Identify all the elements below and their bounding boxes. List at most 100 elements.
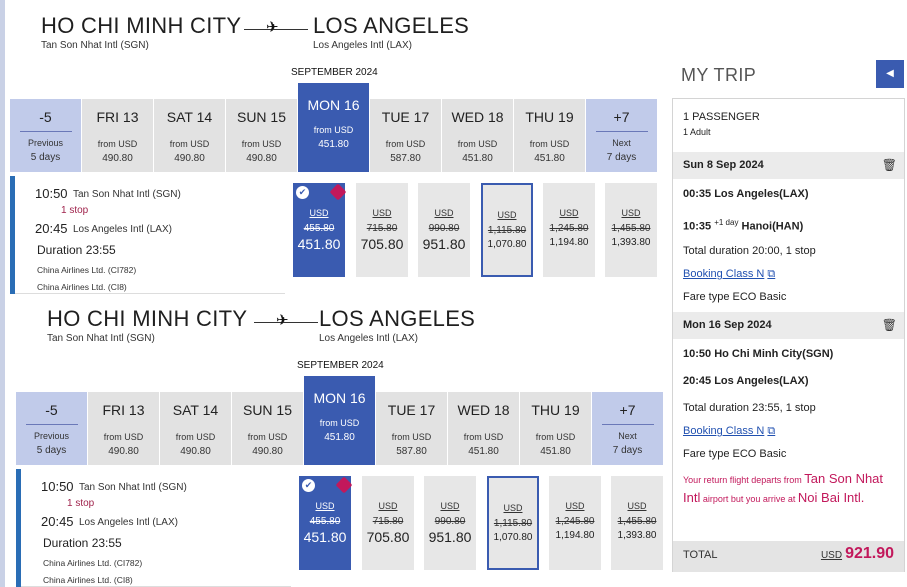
- fare-price: 451.80: [297, 236, 341, 252]
- date-tab-sat-14[interactable]: SAT 14 from USD 490.80: [154, 99, 226, 172]
- date-tab-sat-14[interactable]: SAT 14 from USD 490.80: [160, 392, 232, 465]
- fare-old-price: 1,115.80: [487, 225, 527, 236]
- date-price: 490.80: [102, 153, 133, 164]
- date-price: 587.80: [396, 446, 427, 457]
- date-tab-sun-15[interactable]: SUN 15 from USD 490.80: [226, 99, 298, 172]
- departure-time: 10:50: [41, 479, 74, 494]
- previous-days-button[interactable]: -5 Previous 5 days: [16, 392, 88, 465]
- from-label: from USD: [529, 139, 570, 149]
- date-tab-wed-18[interactable]: WED 18 from USD 451.80: [448, 392, 520, 465]
- date-tab-tue-17[interactable]: TUE 17 from USD 587.80: [370, 99, 442, 172]
- from-label: from USD: [535, 432, 576, 442]
- flight-details[interactable]: 10:50 Tan Son Nhat Intl (SGN) 1 stop 20:…: [21, 469, 291, 587]
- nav-days: 5 days: [36, 445, 67, 456]
- trip-summary: 1 PASSENGER 1 Adult Sun 8 Sep 2024 🗑 00:…: [672, 98, 905, 572]
- segment-1-departure: 00:35 Los Angeles(LAX): [683, 188, 809, 200]
- external-link-icon: ⧉: [767, 425, 776, 437]
- flight-details[interactable]: 10:50 Tan Son Nhat Intl (SGN) 1 stop 20:…: [15, 176, 285, 294]
- from-label: from USD: [247, 432, 288, 442]
- departure-time: 10:50: [35, 186, 68, 201]
- date-tab-mon-16-selected[interactable]: MON 16 from USD 451.80: [304, 376, 376, 465]
- next-days-button[interactable]: +7 Next 7 days: [592, 392, 664, 465]
- segment-1-arrival-place: Hanoi(HAN): [741, 220, 804, 233]
- segment-2-fare-type: Fare type ECO Basic: [683, 448, 787, 460]
- carrier-1: China Airlines Ltd. (CI782): [37, 265, 137, 275]
- from-label: from USD: [97, 139, 138, 149]
- fare-option[interactable]: USD 1,245.80 1,194.80: [549, 476, 601, 570]
- from-label: from USD: [241, 139, 282, 149]
- fare-option[interactable]: USD 1,455.80 1,393.80: [611, 476, 663, 570]
- date-tab-fri-13[interactable]: FRI 13 from USD 490.80: [88, 392, 160, 465]
- origin-airport: Tan Son Nhat Intl (SGN): [41, 40, 149, 51]
- date-price: 451.80: [534, 153, 565, 164]
- segment-2-duration: Total duration 23:55, 1 stop: [683, 402, 816, 414]
- nav-label: -5: [39, 109, 52, 125]
- arrival-time: 20:45: [41, 514, 74, 529]
- duration: Duration 23:55: [37, 243, 116, 257]
- from-label: from USD: [175, 432, 216, 442]
- stops-label: 1 stop: [61, 205, 89, 216]
- next-days-button[interactable]: +7 Next 7 days: [586, 99, 658, 172]
- my-trip-title: MY TRIP: [681, 65, 757, 85]
- destination-city: LOS ANGELES: [313, 13, 470, 38]
- segment-2-departure: 10:50 Ho Chi Minh City(SGN): [683, 348, 834, 360]
- flight-search-block-1: HO CHI MINH CITY ✈ LOS ANGELES Tan Son N…: [8, 0, 668, 294]
- arrival-airport: Los Angeles Intl (LAX): [79, 517, 178, 528]
- fare-price: 705.80: [366, 529, 410, 545]
- nav-sub: Previous: [33, 431, 69, 441]
- fare-option-selected[interactable]: ✔ USD 455.80 451.80: [293, 183, 347, 277]
- nav-divider: [25, 424, 78, 425]
- date-tab-mon-16-selected[interactable]: MON 16 from USD 451.80: [298, 83, 370, 172]
- destination-city: LOS ANGELES: [319, 306, 476, 331]
- date-label: SAT 14: [166, 109, 213, 125]
- segment-2-booking-class[interactable]: Booking Class N ⧉: [683, 425, 775, 438]
- date-price: 451.80: [462, 153, 493, 164]
- segment-1-booking-class[interactable]: Booking Class N ⧉: [683, 268, 775, 281]
- date-tab-tue-17[interactable]: TUE 17 from USD 587.80: [376, 392, 448, 465]
- fare-old-price: 1,455.80: [617, 516, 657, 527]
- booking-class-link[interactable]: Booking Class N: [683, 425, 765, 437]
- collapse-panel-button[interactable]: ◀: [876, 60, 904, 88]
- warning-text: airport but you arrive at: [702, 493, 796, 504]
- date-tab-thu-19[interactable]: THU 19 from USD 451.80: [520, 392, 592, 465]
- fare-old-price: 1,245.80: [555, 516, 595, 527]
- date-tab-thu-19[interactable]: THU 19 from USD 451.80: [514, 99, 586, 172]
- date-selector: -5 Previous 5 days FRI 13 from USD 490.8…: [16, 376, 668, 465]
- fare-option[interactable]: USD 1,455.80 1,393.80: [605, 183, 657, 277]
- fare-currency: USD: [503, 503, 523, 513]
- fare-option-highlighted[interactable]: USD 1,115.80 1,070.80: [481, 183, 533, 277]
- date-tab-sun-15[interactable]: SUN 15 from USD 490.80: [232, 392, 304, 465]
- fare-price: 951.80: [428, 529, 472, 545]
- booking-class-link[interactable]: Booking Class N: [683, 268, 765, 280]
- trash-icon[interactable]: 🗑: [881, 158, 897, 172]
- segment-1-header: Sun 8 Sep 2024 🗑: [673, 152, 904, 179]
- fare-currency: USD: [315, 501, 335, 511]
- date-label: WED 18: [451, 109, 504, 125]
- warning-period: .: [860, 489, 865, 505]
- check-icon: ✔: [296, 186, 309, 199]
- fare-currency: USD: [434, 208, 454, 218]
- fare-option[interactable]: USD 715.80 705.80: [356, 183, 408, 277]
- date-tab-wed-18[interactable]: WED 18 from USD 451.80: [442, 99, 514, 172]
- flight-row: 10:50 Tan Son Nhat Intl (SGN) 1 stop 20:…: [10, 176, 662, 294]
- date-label: FRI 13: [96, 109, 139, 125]
- previous-days-button[interactable]: -5 Previous 5 days: [10, 99, 82, 172]
- date-tab-fri-13[interactable]: FRI 13 from USD 490.80: [82, 99, 154, 172]
- origin-airport: Tan Son Nhat Intl (SGN): [47, 333, 155, 344]
- fare-option[interactable]: USD 1,245.80 1,194.80: [543, 183, 595, 277]
- trash-icon[interactable]: 🗑: [881, 318, 897, 332]
- nav-label: +7: [619, 402, 636, 418]
- fare-option[interactable]: USD 990.80 951.80: [424, 476, 476, 570]
- nav-sub: Next: [618, 431, 637, 441]
- departure-airport: Tan Son Nhat Intl (SGN): [79, 482, 187, 493]
- fare-option-highlighted[interactable]: USD 1,115.80 1,070.80: [487, 476, 539, 570]
- fare-option-selected[interactable]: ✔ USD 455.80 451.80: [299, 476, 353, 570]
- fare-option[interactable]: USD 990.80 951.80: [418, 183, 470, 277]
- fare-old-price: 990.80: [434, 516, 466, 527]
- nav-divider: [601, 424, 654, 425]
- promo-tag-icon: [335, 476, 353, 494]
- fare-option[interactable]: USD 715.80 705.80: [362, 476, 414, 570]
- date-label: SUN 15: [242, 402, 293, 418]
- external-link-icon: ⧉: [767, 268, 776, 280]
- date-price: 490.80: [174, 153, 205, 164]
